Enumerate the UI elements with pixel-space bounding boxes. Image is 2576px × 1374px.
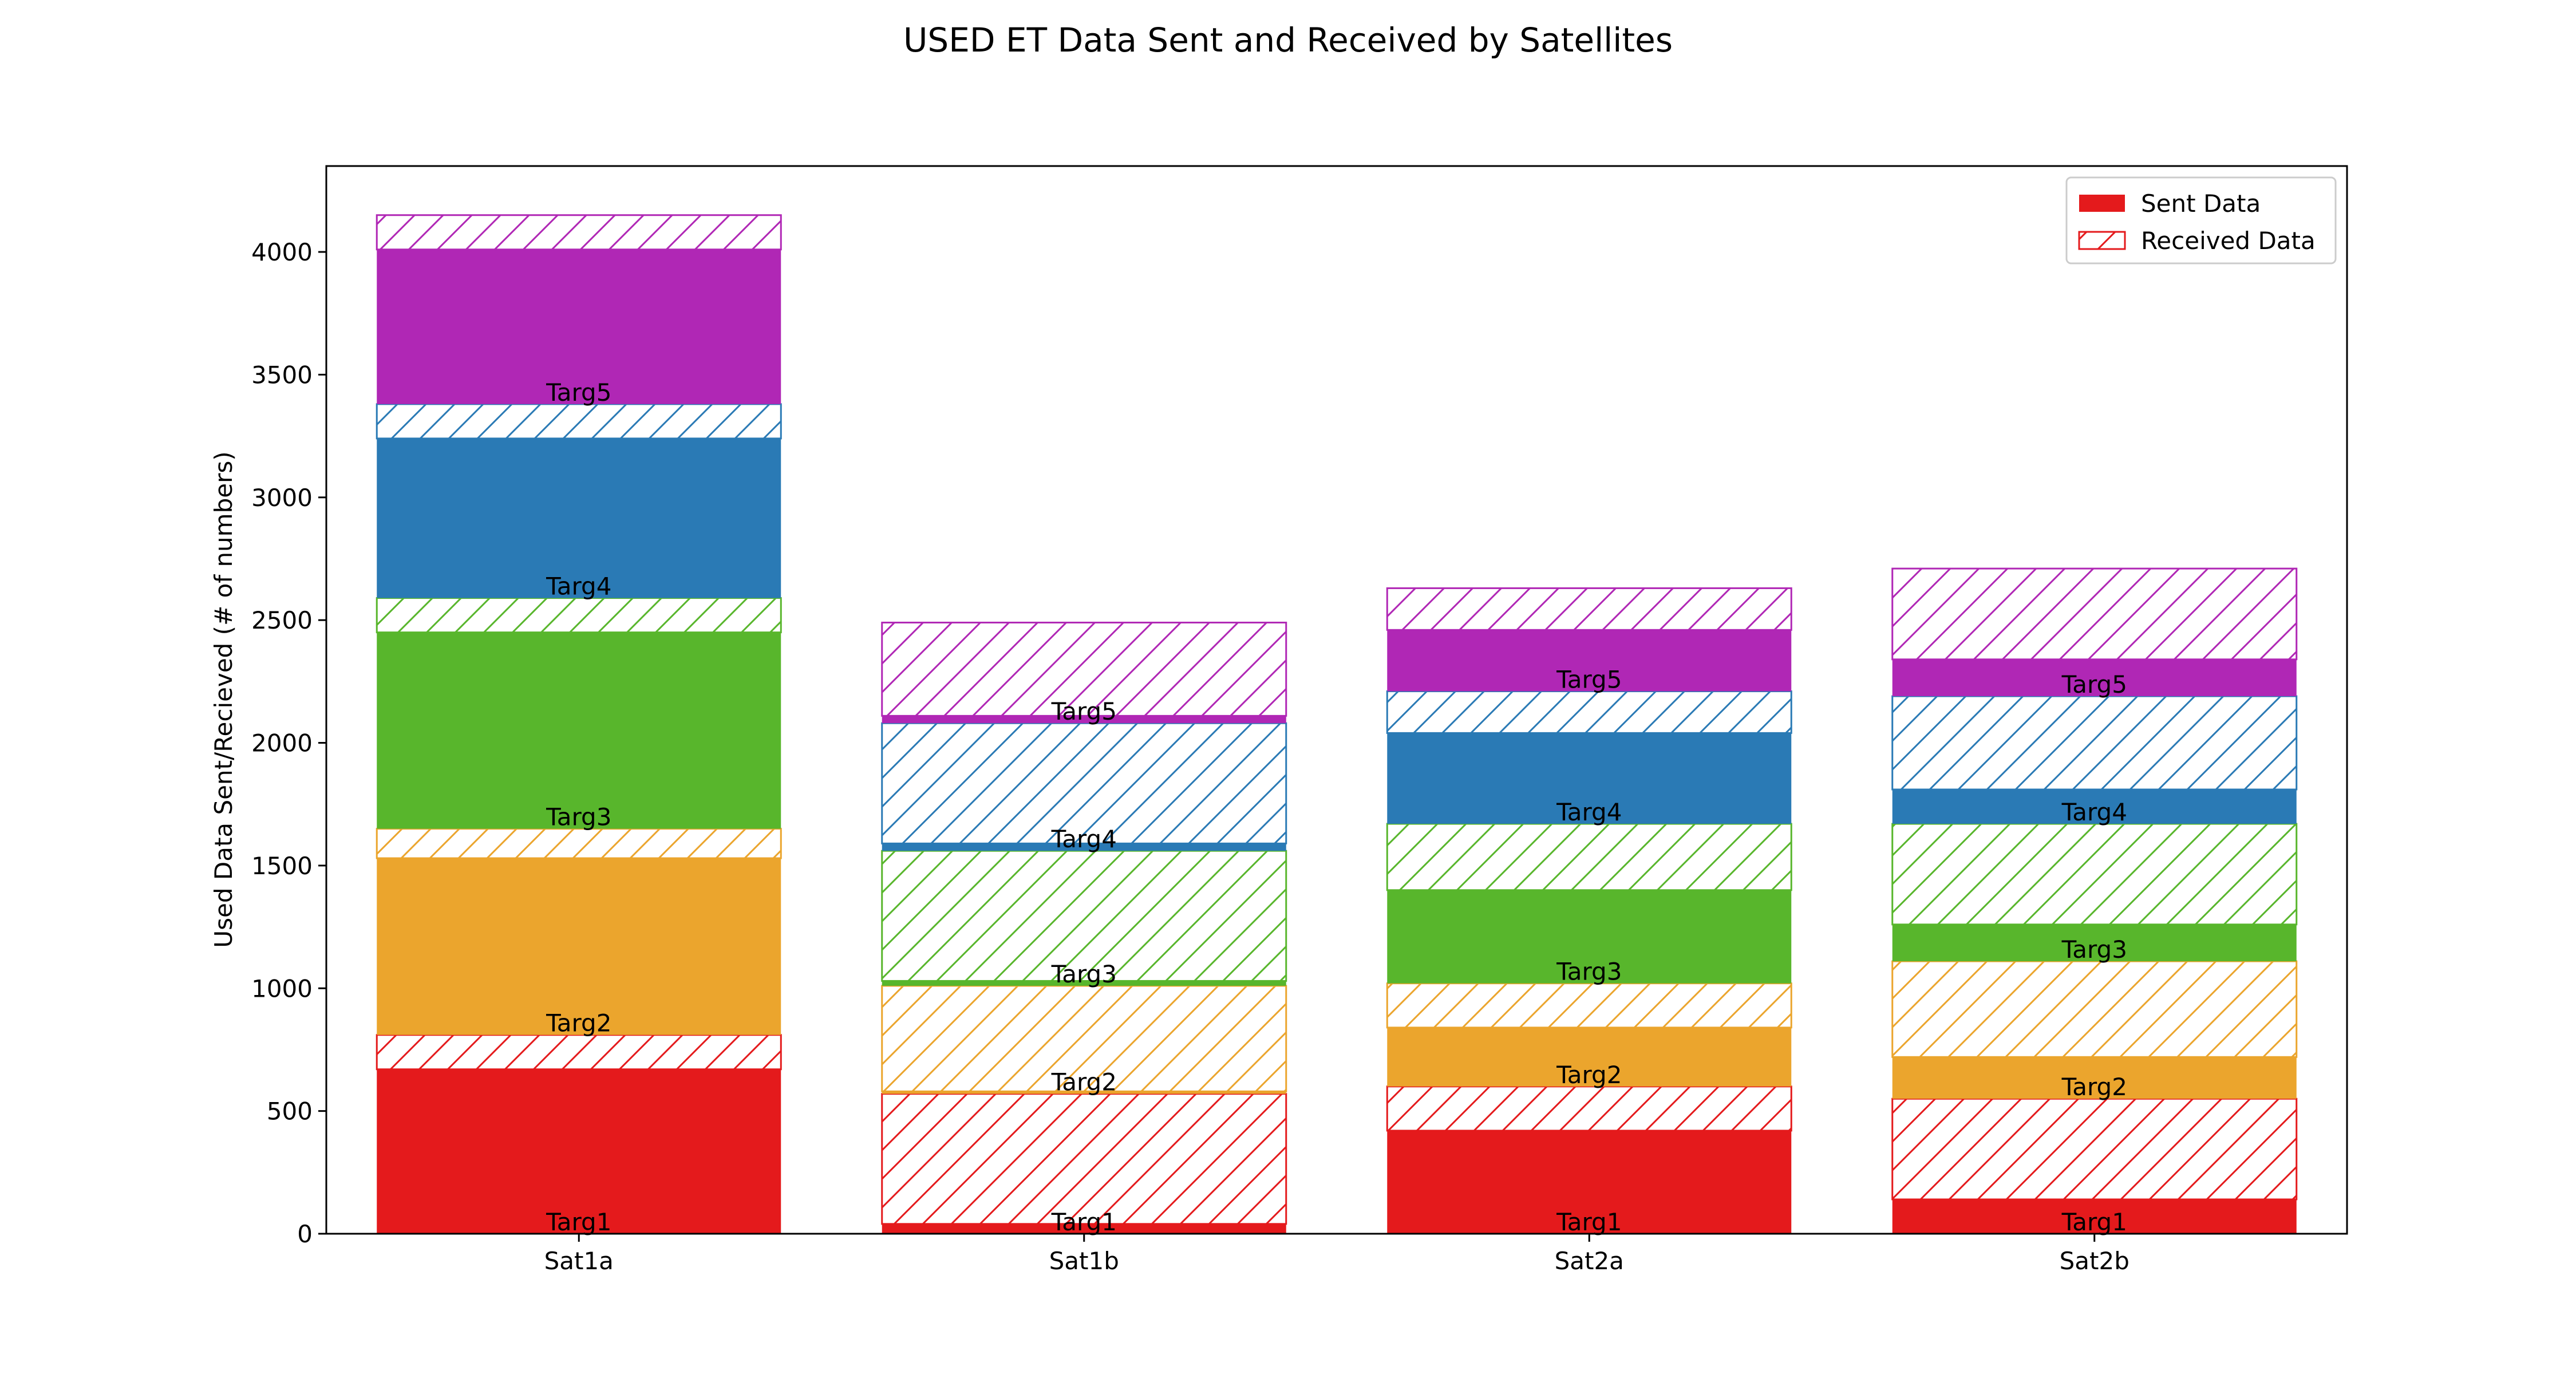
y-tick-label: 1500 (251, 852, 313, 880)
x-tick-label-sat1b: Sat1b (1049, 1247, 1119, 1275)
bar-sent-sat2a-targ1 (1387, 1130, 1792, 1234)
segment-label-sat2b-targ1: Targ1 (2061, 1208, 2127, 1236)
segment-labels: Targ1 Targ2 Targ3 Targ4 Targ5 Targ1 Targ2 Targ3… (546, 378, 2127, 1236)
bar-received-sat2a-targ1 (1386, 1085, 1792, 1132)
bar-received-sat1a-targ2 (376, 828, 782, 859)
bar-sent-sat2b-targ1 (1892, 1199, 2297, 1234)
segment-label-sat1b-targ2: Targ2 (1051, 1068, 1117, 1096)
bar-received-sat2a-targ4 (1386, 690, 1792, 734)
bar-received-sat2a-targ3 (1386, 823, 1792, 891)
bar-sent-sat2b-targ3 (1892, 924, 2297, 962)
bar-sent-sat1a-targ5 (377, 249, 781, 404)
segment-label-sat1a-targ1: Targ1 (546, 1208, 611, 1236)
x-axis-ticks: Sat1a Sat1b Sat2a Sat2b (544, 1234, 2129, 1275)
y-tick-label: 2000 (251, 729, 313, 757)
plot-frame (325, 165, 2348, 1235)
y-tick-label: 4000 (251, 238, 313, 266)
bar-sent-sat1b-targ3 (882, 981, 1286, 986)
bar-sent-sat1a-targ3 (377, 632, 781, 829)
segment-label-sat1a-targ5: Targ5 (546, 378, 611, 406)
legend-label-received: Received Data (2141, 227, 2316, 255)
segment-label-sat1a-targ4: Targ4 (546, 572, 611, 601)
y-axis-ticks: 0 500 1000 1500 2000 2500 3000 3500 4000 (251, 238, 326, 1248)
bar-received-sat1b-targ5 (881, 621, 1287, 717)
bar-received-sat2b-targ5 (1891, 567, 2298, 661)
bar-sent-sat2b-targ4 (1892, 789, 2297, 824)
y-axis-label: Used Data Sent/Recieved (# of numbers) (210, 451, 238, 947)
x-tick-label-sat1a: Sat1a (544, 1247, 614, 1275)
segment-label-sat1a-targ2: Targ2 (546, 1009, 611, 1037)
bar-sent-sat1b-targ2 (882, 1091, 1286, 1094)
legend-box (2065, 176, 2337, 264)
bar-sent-sat2a-targ2 (1387, 1027, 1792, 1087)
bar-received-sat1b-targ4 (881, 722, 1287, 844)
segment-label-sat1b-targ4: Targ4 (1051, 825, 1117, 853)
bar-received-sat1b-targ3 (881, 850, 1287, 982)
segment-label-sat1a-targ3: Targ3 (546, 803, 611, 831)
segment-label-sat2a-targ4: Targ4 (1556, 798, 1622, 826)
bar-received-sat1a-targ4 (376, 403, 782, 440)
bar-received-sat2b-targ3 (1891, 823, 2298, 926)
bar-received-sat2a-targ2 (1386, 982, 1792, 1029)
bar-received-sat2b-targ4 (1891, 695, 2298, 791)
y-tick-label: 3500 (251, 361, 313, 389)
bar-received-sat2b-targ1 (1891, 1097, 2298, 1201)
bar-received-sat1b-targ2 (881, 985, 1287, 1092)
bar-sent-sat2a-targ3 (1387, 890, 1792, 984)
x-tick-label-sat2a: Sat2a (1555, 1247, 1624, 1275)
segment-label-sat1b-targ3: Targ3 (1051, 960, 1117, 988)
y-tick-label: 500 (267, 1097, 313, 1126)
y-tick-label: 2500 (251, 606, 313, 634)
bar-sent-sat2b-targ2 (1892, 1057, 2297, 1099)
legend-label-sent: Sent Data (2141, 189, 2261, 218)
bar-received-sat1a-targ1 (376, 1034, 782, 1071)
segment-label-sat1b-targ5: Targ5 (1051, 697, 1117, 725)
legend-swatch-received (2078, 231, 2126, 250)
segment-label-sat1b-targ1: Targ1 (1051, 1208, 1117, 1236)
bar-received-sat2b-targ2 (1891, 960, 2298, 1058)
bar-sent-sat1b-targ5 (882, 716, 1286, 724)
bar-received-sat1a-targ5 (376, 214, 782, 251)
bar-sent-sat1a-targ4 (377, 438, 781, 598)
bar-sent-sat2a-targ4 (1387, 733, 1792, 824)
legend: Sent Data Received Data (2065, 176, 2337, 264)
bar-received-sat2a-targ5 (1386, 587, 1792, 631)
segment-label-sat2b-targ3: Targ3 (2061, 935, 2127, 964)
segment-label-sat2b-targ4: Targ4 (2061, 798, 2127, 826)
segment-label-sat2b-targ5: Targ5 (2061, 670, 2127, 698)
segment-label-sat2a-targ5: Targ5 (1556, 665, 1622, 693)
bar-sent-sat1b-targ1 (882, 1223, 1286, 1234)
plot-area: Targ1 Targ2 Targ3 Targ4 Targ5 Targ1 Targ2 Targ3… (251, 165, 2348, 1275)
y-tick-label: 0 (297, 1220, 313, 1248)
y-tick-label: 3000 (251, 484, 313, 512)
bar-sent-sat2a-targ5 (1387, 630, 1792, 692)
segment-label-sat2a-targ2: Targ2 (1556, 1061, 1622, 1089)
bar-sent-sat1a-targ1 (377, 1069, 781, 1234)
bar-sent-sat2b-targ5 (1892, 659, 2297, 697)
bar-received-sat1b-targ1 (881, 1093, 1287, 1225)
chart-title: USED ET Data Sent and Received by Satell… (903, 21, 1673, 60)
x-tick-label-sat2b: Sat2b (2060, 1247, 2129, 1275)
bar-sent-sat1a-targ2 (377, 858, 781, 1035)
bar-segments (376, 214, 2298, 1234)
y-tick-label: 1000 (251, 974, 313, 1002)
bar-received-sat1a-targ3 (376, 597, 782, 634)
bar-sent-sat1b-targ4 (882, 843, 1286, 851)
segment-label-sat2a-targ1: Targ1 (1556, 1208, 1622, 1236)
segment-label-sat2a-targ3: Targ3 (1556, 958, 1622, 986)
segment-label-sat2b-targ2: Targ2 (2061, 1073, 2127, 1101)
legend-swatch-sent (2079, 195, 2125, 212)
